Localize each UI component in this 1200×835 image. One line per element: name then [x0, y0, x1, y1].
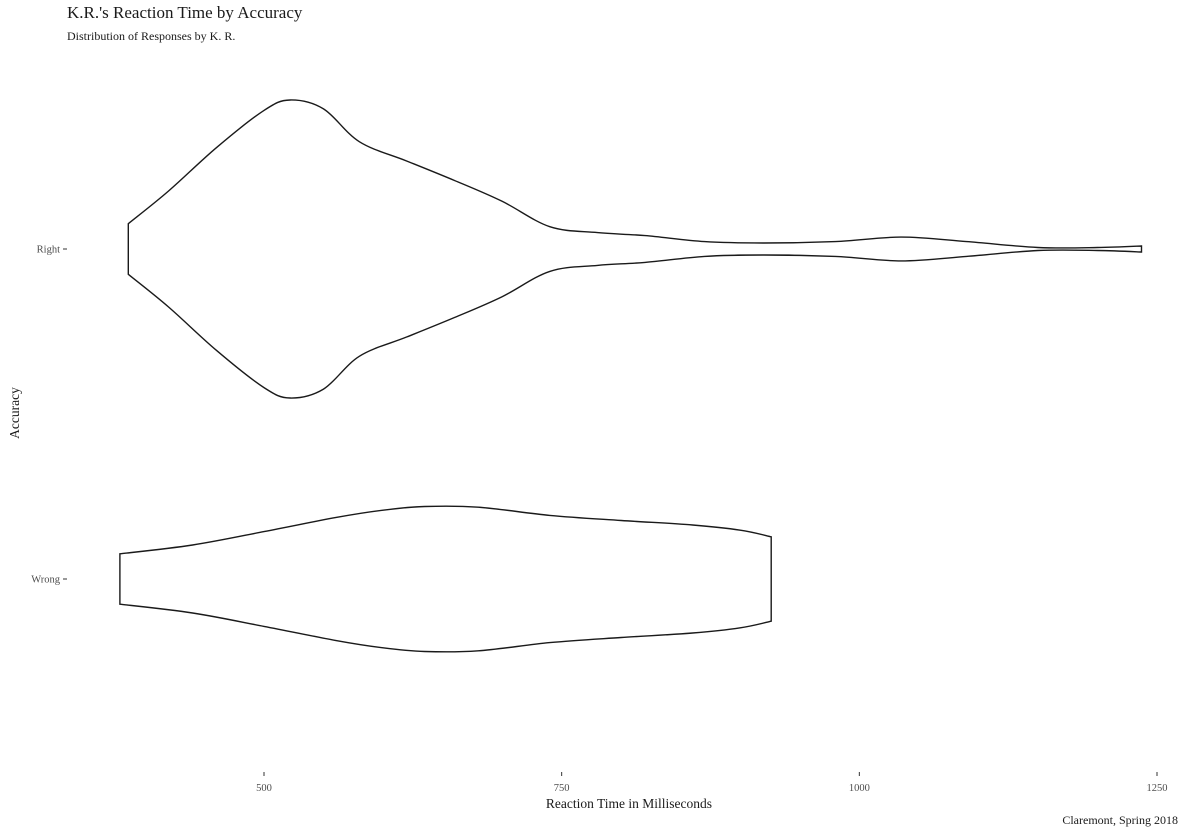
y-axis: Right Wrong	[31, 245, 67, 586]
violin-wrong	[119, 505, 772, 653]
chart-caption: Claremont, Spring 2018	[1062, 813, 1178, 827]
y-tick-label-right: Right	[37, 245, 60, 256]
violin-right	[127, 99, 1143, 399]
chart-title: K.R.'s Reaction Time by Accuracy	[67, 3, 303, 22]
x-axis-title: Reaction Time in Milliseconds	[545, 796, 713, 811]
x-tick-label-1250: 1250	[1147, 783, 1168, 794]
x-tick-label-750: 750	[554, 783, 570, 794]
violins	[119, 99, 1143, 653]
y-axis-title: Accuracy	[7, 387, 22, 439]
y-tick-label-wrong: Wrong	[31, 575, 60, 586]
chart-subtitle: Distribution of Responses by K. R.	[67, 29, 236, 43]
x-axis: 500 750 1000 1250	[256, 772, 1168, 794]
x-tick-label-1000: 1000	[849, 783, 870, 794]
x-tick-label-500: 500	[256, 783, 272, 794]
